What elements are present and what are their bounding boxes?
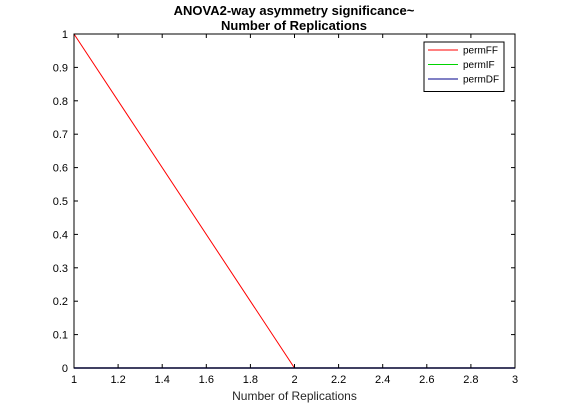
x-tick-label: 1.8: [243, 374, 258, 386]
x-tick-label: 1.2: [110, 374, 125, 386]
x-tick-label: 2: [291, 374, 297, 386]
legend: permFF permIF permDF: [423, 41, 505, 92]
axes-layer: 1 1.2 1.4 1.6 1.8 2 2.2 2.4 2.6 2.8 3 0 0.1 0.2 0.3 0.4…: [53, 29, 518, 386]
x-tick-label: 1: [71, 374, 77, 386]
y-tick-label: 0.3: [53, 263, 68, 275]
y-tick-label: 0.7: [53, 129, 68, 141]
y-tick-label: 0.2: [53, 296, 68, 308]
y-tick-label: 0.8: [53, 96, 68, 108]
chart-title-line-2: Number of Replications: [221, 18, 367, 33]
x-tick-label: 1.4: [155, 374, 170, 386]
y-tick-label: 1: [62, 29, 68, 41]
x-tick-label: 3: [512, 374, 518, 386]
x-tick-label: 2.6: [419, 374, 434, 386]
legend-label-permDF: permDF: [463, 75, 499, 86]
y-tick-label: 0.4: [53, 229, 68, 241]
y-tick-label: 0: [62, 363, 68, 375]
y-tick-label: 0.1: [53, 330, 68, 342]
y-tick-label: 0.5: [53, 196, 68, 208]
legend-label-permFF: permFF: [463, 46, 498, 57]
x-tick-label: 2.2: [331, 374, 346, 386]
y-tick-label: 0.9: [53, 62, 68, 74]
x-tick-label: 1.6: [199, 374, 214, 386]
x-tick-label: 2.8: [463, 374, 478, 386]
x-axis-label: Number of Replications: [232, 389, 357, 403]
chart-title-line-1: ANOVA2-way asymmetry significance~: [174, 3, 415, 18]
x-tick-label: 2.4: [375, 374, 390, 386]
legend-label-permIF: permIF: [463, 60, 495, 71]
y-tick-label: 0.6: [53, 163, 68, 175]
